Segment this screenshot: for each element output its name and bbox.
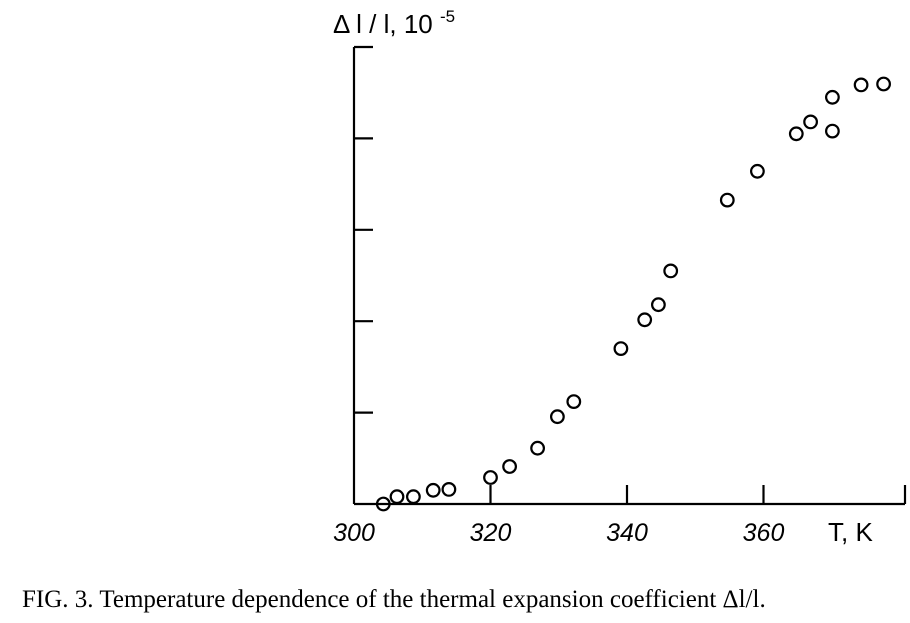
data-point — [750, 163, 765, 179]
data-point — [406, 489, 421, 505]
data-point — [441, 482, 457, 497]
data-points — [375, 76, 891, 512]
x-tick-label: 300 — [333, 519, 375, 547]
data-point — [853, 77, 869, 93]
chart-labels: Δ l / l, 10 -5 T, K — [333, 7, 873, 547]
data-point — [613, 341, 629, 357]
x-tick-label: 360 — [743, 519, 785, 547]
data-point — [876, 76, 891, 92]
chart-axes: 300 320 340 360 — [333, 45, 907, 547]
x-axis-label: T, K — [828, 517, 873, 547]
data-point — [788, 126, 804, 142]
figure-caption: FIG. 3. Temperature dependence of the th… — [22, 586, 766, 613]
data-point — [530, 440, 545, 456]
data-point — [566, 394, 582, 410]
x-tick-label: 320 — [470, 519, 512, 547]
data-point — [375, 496, 391, 512]
y-axis-label: Δ l / l, 10 -5 — [333, 7, 455, 39]
data-point — [719, 192, 735, 208]
data-point — [550, 409, 565, 425]
data-point — [825, 123, 840, 139]
y-axis-label-exponent: -5 — [440, 7, 455, 26]
y-axis-label-text: Δ l / l, 10 — [333, 9, 433, 39]
data-point — [637, 312, 653, 328]
x-tick-label: 340 — [606, 519, 648, 547]
data-point — [389, 489, 405, 505]
data-point — [502, 459, 518, 474]
data-point — [483, 470, 498, 485]
data-point — [663, 263, 679, 279]
data-point — [803, 114, 818, 130]
data-point — [825, 89, 840, 105]
data-point — [425, 482, 441, 498]
data-point — [651, 297, 666, 313]
